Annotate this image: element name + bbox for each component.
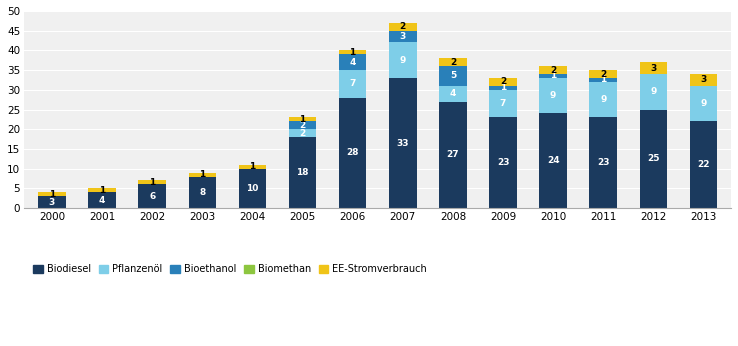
Text: 2: 2: [550, 66, 556, 75]
Bar: [640, 110, 667, 208]
Bar: [238, 165, 266, 169]
Bar: [439, 86, 466, 102]
Bar: [289, 117, 317, 121]
Bar: [539, 113, 567, 208]
Bar: [590, 70, 617, 78]
Text: 28: 28: [346, 148, 359, 157]
Bar: [690, 74, 717, 86]
Text: 1: 1: [350, 48, 356, 57]
Bar: [590, 78, 617, 82]
Bar: [38, 192, 66, 196]
Text: 27: 27: [446, 151, 459, 160]
Bar: [188, 173, 216, 176]
Text: 1: 1: [199, 170, 205, 179]
Bar: [339, 98, 367, 208]
Bar: [389, 23, 416, 31]
Text: 3: 3: [49, 198, 55, 207]
Bar: [439, 102, 466, 208]
Bar: [489, 86, 517, 90]
Text: 1: 1: [300, 115, 306, 124]
Bar: [439, 66, 466, 86]
Text: 2: 2: [600, 70, 607, 79]
Text: 3: 3: [650, 64, 657, 73]
Bar: [389, 43, 416, 78]
Text: 9: 9: [600, 95, 607, 104]
Bar: [539, 74, 567, 78]
Bar: [139, 181, 166, 184]
Text: 1: 1: [500, 83, 506, 92]
Bar: [590, 117, 617, 208]
Text: 2: 2: [500, 78, 506, 86]
Text: 7: 7: [500, 99, 506, 108]
Text: 4: 4: [99, 196, 106, 205]
Text: 23: 23: [597, 158, 610, 167]
Bar: [690, 86, 717, 121]
Text: 18: 18: [296, 168, 308, 177]
Bar: [389, 31, 416, 43]
Bar: [339, 51, 367, 54]
Bar: [590, 82, 617, 117]
Text: 1: 1: [149, 178, 155, 187]
Text: 2: 2: [449, 58, 456, 67]
Text: 3: 3: [700, 75, 706, 84]
Bar: [289, 121, 317, 129]
Text: 8: 8: [199, 188, 205, 197]
Text: 9: 9: [399, 56, 406, 65]
Bar: [89, 188, 116, 192]
Bar: [539, 78, 567, 113]
Text: 1: 1: [99, 186, 106, 195]
Bar: [238, 169, 266, 208]
Bar: [289, 129, 317, 137]
Bar: [289, 137, 317, 208]
Text: 9: 9: [550, 91, 556, 100]
Bar: [690, 121, 717, 208]
Text: 25: 25: [647, 154, 660, 163]
Text: 4: 4: [350, 58, 356, 67]
Text: 22: 22: [697, 160, 710, 169]
Bar: [640, 62, 667, 74]
Bar: [139, 184, 166, 208]
Bar: [339, 54, 367, 70]
Text: 1: 1: [550, 72, 556, 81]
Text: 1: 1: [600, 75, 607, 84]
Bar: [339, 70, 367, 98]
Text: 3: 3: [400, 32, 406, 41]
Text: 24: 24: [547, 156, 559, 165]
Text: 23: 23: [497, 158, 509, 167]
Text: 4: 4: [449, 89, 456, 98]
Text: 9: 9: [650, 87, 657, 96]
Bar: [389, 78, 416, 208]
Text: 10: 10: [246, 184, 258, 193]
Bar: [188, 176, 216, 208]
Text: 2: 2: [300, 129, 306, 138]
Bar: [489, 90, 517, 117]
Text: 6: 6: [149, 192, 155, 201]
Text: 5: 5: [449, 72, 456, 81]
Bar: [89, 192, 116, 208]
Bar: [489, 78, 517, 86]
Legend: Biodiesel, Pflanzenöl, Bioethanol, Biomethan, EE-Stromverbrauch: Biodiesel, Pflanzenöl, Bioethanol, Biome…: [30, 260, 431, 278]
Bar: [640, 74, 667, 110]
Text: 9: 9: [700, 99, 707, 108]
Text: 1: 1: [49, 190, 55, 199]
Bar: [489, 117, 517, 208]
Text: 7: 7: [350, 79, 356, 88]
Bar: [439, 58, 466, 66]
Text: 2: 2: [400, 22, 406, 31]
Text: 2: 2: [300, 121, 306, 130]
Text: 1: 1: [249, 162, 255, 171]
Bar: [539, 66, 567, 74]
Text: 33: 33: [396, 138, 409, 147]
Bar: [38, 196, 66, 208]
